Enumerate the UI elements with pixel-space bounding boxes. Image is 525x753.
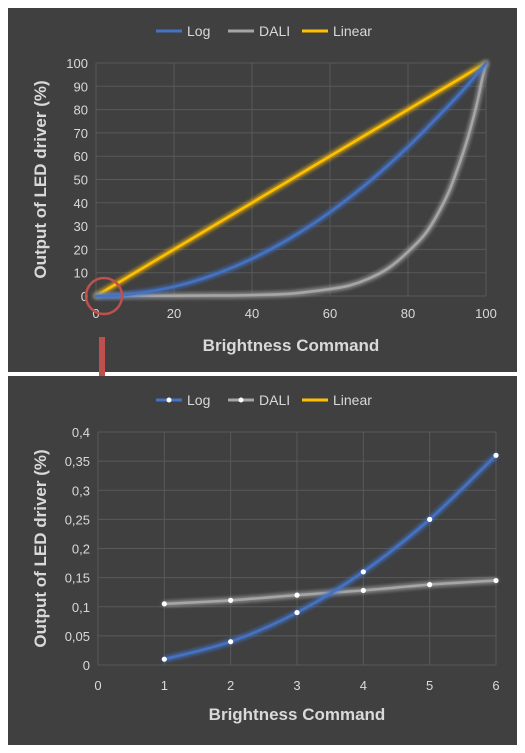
x-tick-label: 2 — [227, 678, 234, 693]
y-tick-label: 80 — [74, 103, 88, 118]
data-point-dali — [427, 582, 433, 588]
data-point-dali — [360, 587, 366, 594]
data-point-log — [427, 516, 433, 522]
data-point-log — [294, 609, 300, 616]
legend-label-dali: DALI — [259, 392, 290, 408]
y-tick-label: 0,15 — [65, 571, 90, 586]
legend-marker-dali — [238, 397, 244, 403]
x-tick-label: 4 — [360, 678, 367, 693]
data-point-log — [493, 452, 499, 458]
y-tick-label: 90 — [74, 79, 88, 94]
x-tick-label: 40 — [245, 306, 259, 321]
x-tick-label: 20 — [167, 306, 181, 321]
legend-label-linear: Linear — [333, 392, 372, 408]
x-tick-label: 1 — [161, 678, 168, 693]
x-tick-label: 5 — [426, 678, 433, 693]
zoom-highlight-circle — [84, 276, 124, 316]
x-axis-title: Brightness Command — [209, 705, 386, 724]
legend-label-dali: DALI — [259, 23, 290, 39]
bottom-chart-panel: 0 0,05 0,1 0,15 0,2 0,25 0,3 0,35 0,4 0 1 2 3 4 5 6 Brig… — [8, 376, 517, 745]
x-tick-label: 0 — [94, 678, 101, 693]
y-tick-label: 70 — [74, 126, 88, 141]
data-point-dali — [294, 592, 300, 598]
data-point-log — [228, 639, 234, 645]
x-tick-label: 100 — [475, 306, 497, 321]
x-tick-label: 60 — [323, 306, 337, 321]
series-line-log — [94, 61, 488, 298]
y-tick-label: 0,2 — [72, 542, 90, 557]
bottom-chart: 0 0,05 0,1 0,15 0,2 0,25 0,3 0,35 0,4 0 1 2 3 4 5 6 Brig… — [31, 392, 500, 724]
legend-marker-log — [166, 397, 172, 403]
y-tick-label: 0,05 — [65, 629, 90, 644]
y-tick-label: 20 — [74, 242, 88, 257]
legend-label-linear: Linear — [333, 23, 372, 39]
y-tick-label: 0,25 — [65, 512, 90, 527]
y-tick-label: 0 — [83, 658, 90, 673]
y-tick-label: 50 — [74, 173, 88, 188]
y-tick-label: 100 — [66, 56, 88, 71]
legend-label-log: Log — [187, 392, 210, 408]
data-point-dali — [493, 577, 499, 584]
y-axis-title: Output of LED driver (%) — [31, 80, 50, 278]
y-tick-label: 60 — [74, 149, 88, 164]
top-chart-panel: 0 10 20 30 40 50 60 70 80 90 100 0 20 40 60 80 100 Bright… — [8, 8, 517, 372]
series-line-linear — [94, 61, 488, 298]
y-tick-label: 0,3 — [72, 483, 90, 498]
data-point-dali — [161, 601, 167, 607]
x-tick-label: 3 — [293, 678, 300, 693]
y-tick-label: 0,1 — [72, 600, 90, 615]
y-axis-title: Output of LED driver (%) — [31, 449, 50, 647]
x-axis-title: Brightness Command — [203, 336, 380, 355]
y-tick-label: 30 — [74, 219, 88, 234]
series-line-dali — [94, 61, 488, 298]
x-tick-label: 80 — [401, 306, 415, 321]
legend-label-log: Log — [187, 23, 210, 39]
y-tick-label: 0 — [81, 289, 88, 304]
y-tick-label: 0,35 — [65, 454, 90, 469]
y-tick-label: 0,4 — [72, 425, 90, 440]
data-point-log — [161, 656, 167, 662]
data-point-dali — [228, 597, 234, 603]
y-tick-label: 40 — [74, 196, 88, 211]
y-tick-label: 10 — [74, 266, 88, 281]
data-point-log — [360, 569, 366, 575]
series-line-log — [163, 454, 498, 661]
x-tick-label: 6 — [492, 678, 499, 693]
